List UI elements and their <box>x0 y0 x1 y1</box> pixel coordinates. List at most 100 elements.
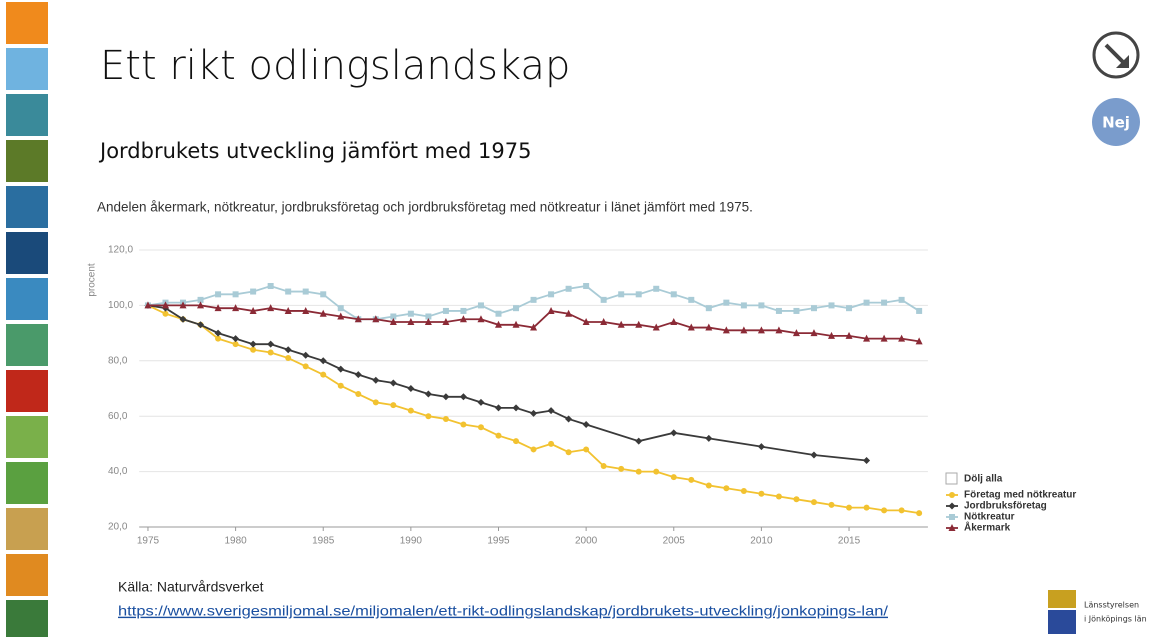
nej-button[interactable] <box>1092 98 1140 146</box>
point <box>442 415 449 422</box>
point <box>775 493 782 500</box>
point <box>740 302 747 309</box>
point <box>845 331 853 339</box>
point <box>846 305 853 312</box>
point <box>793 496 800 503</box>
point <box>162 310 169 317</box>
point <box>548 291 555 298</box>
point <box>302 351 310 359</box>
point <box>723 485 730 492</box>
point <box>915 337 923 345</box>
point <box>197 296 204 303</box>
point <box>583 446 590 453</box>
point <box>232 341 239 348</box>
point <box>249 340 257 348</box>
legend-toggle[interactable]: Dölj alla <box>964 474 1003 485</box>
y-axis-label: procent <box>87 263 98 297</box>
point <box>722 326 730 334</box>
point <box>810 499 817 506</box>
slide-title: Ett rikt odlingslandskap <box>100 43 570 89</box>
point <box>740 326 748 334</box>
point <box>565 309 573 317</box>
point <box>846 504 853 511</box>
point <box>250 288 257 295</box>
point <box>547 407 555 415</box>
point <box>337 382 344 389</box>
point <box>284 306 292 314</box>
x-tick-label: 2015 <box>838 536 861 547</box>
legend-label: Företag med nötkreatur <box>964 490 1076 501</box>
point <box>775 307 782 314</box>
point <box>495 432 502 439</box>
legend-swatch <box>948 502 956 510</box>
point <box>898 507 905 514</box>
series-line <box>147 304 920 515</box>
point <box>670 291 677 298</box>
point <box>424 390 432 398</box>
point <box>828 302 835 309</box>
point <box>565 415 573 423</box>
point <box>494 320 502 328</box>
point <box>530 323 538 331</box>
point <box>565 449 572 456</box>
point <box>407 318 415 326</box>
legend-label: Jordbruksföretag <box>964 501 1047 512</box>
point <box>319 309 327 317</box>
point <box>267 283 274 290</box>
point <box>582 318 590 326</box>
point <box>267 304 275 312</box>
y-tick-label: 100,0 <box>108 300 133 311</box>
point <box>425 313 432 320</box>
point <box>285 288 292 295</box>
point <box>635 291 642 298</box>
point <box>179 315 187 323</box>
point <box>389 318 397 326</box>
point <box>215 291 222 298</box>
x-tick-label: 2005 <box>663 536 686 547</box>
logo <box>1048 590 1076 634</box>
point <box>460 307 467 314</box>
point <box>390 313 397 320</box>
point <box>600 318 608 326</box>
point <box>757 326 765 334</box>
legend-swatch <box>948 524 956 531</box>
point <box>302 363 309 370</box>
point <box>513 438 520 445</box>
y-tick-label: 80,0 <box>108 355 128 366</box>
point <box>583 283 590 290</box>
y-tick-label: 120,0 <box>108 245 133 256</box>
point <box>337 305 344 312</box>
legend-toggle-box[interactable] <box>945 472 958 485</box>
point <box>618 291 625 298</box>
nej-button-label[interactable]: Nej <box>1102 114 1130 132</box>
point <box>372 399 379 406</box>
point <box>582 421 590 429</box>
point <box>530 409 538 417</box>
point <box>863 299 870 306</box>
point <box>618 465 625 472</box>
point <box>758 490 765 497</box>
y-tick-label: 40,0 <box>108 466 128 477</box>
source-url[interactable]: https://www.sverigesmiljomal.se/miljomal… <box>118 603 888 619</box>
point <box>494 404 502 412</box>
point <box>670 474 677 481</box>
point <box>687 323 695 331</box>
point <box>512 404 520 412</box>
point <box>898 296 905 303</box>
point <box>161 301 169 309</box>
point <box>425 413 432 420</box>
point <box>337 312 345 320</box>
arrow-button[interactable] <box>1092 31 1140 79</box>
point <box>775 326 783 334</box>
point <box>477 302 484 309</box>
point <box>495 310 502 317</box>
point <box>898 334 906 342</box>
point <box>442 393 450 401</box>
source-label: Källa: Naturvårdsverket <box>118 579 264 595</box>
point <box>828 331 836 339</box>
point <box>249 306 257 314</box>
point <box>652 323 660 331</box>
point <box>407 310 414 317</box>
point <box>337 365 345 373</box>
